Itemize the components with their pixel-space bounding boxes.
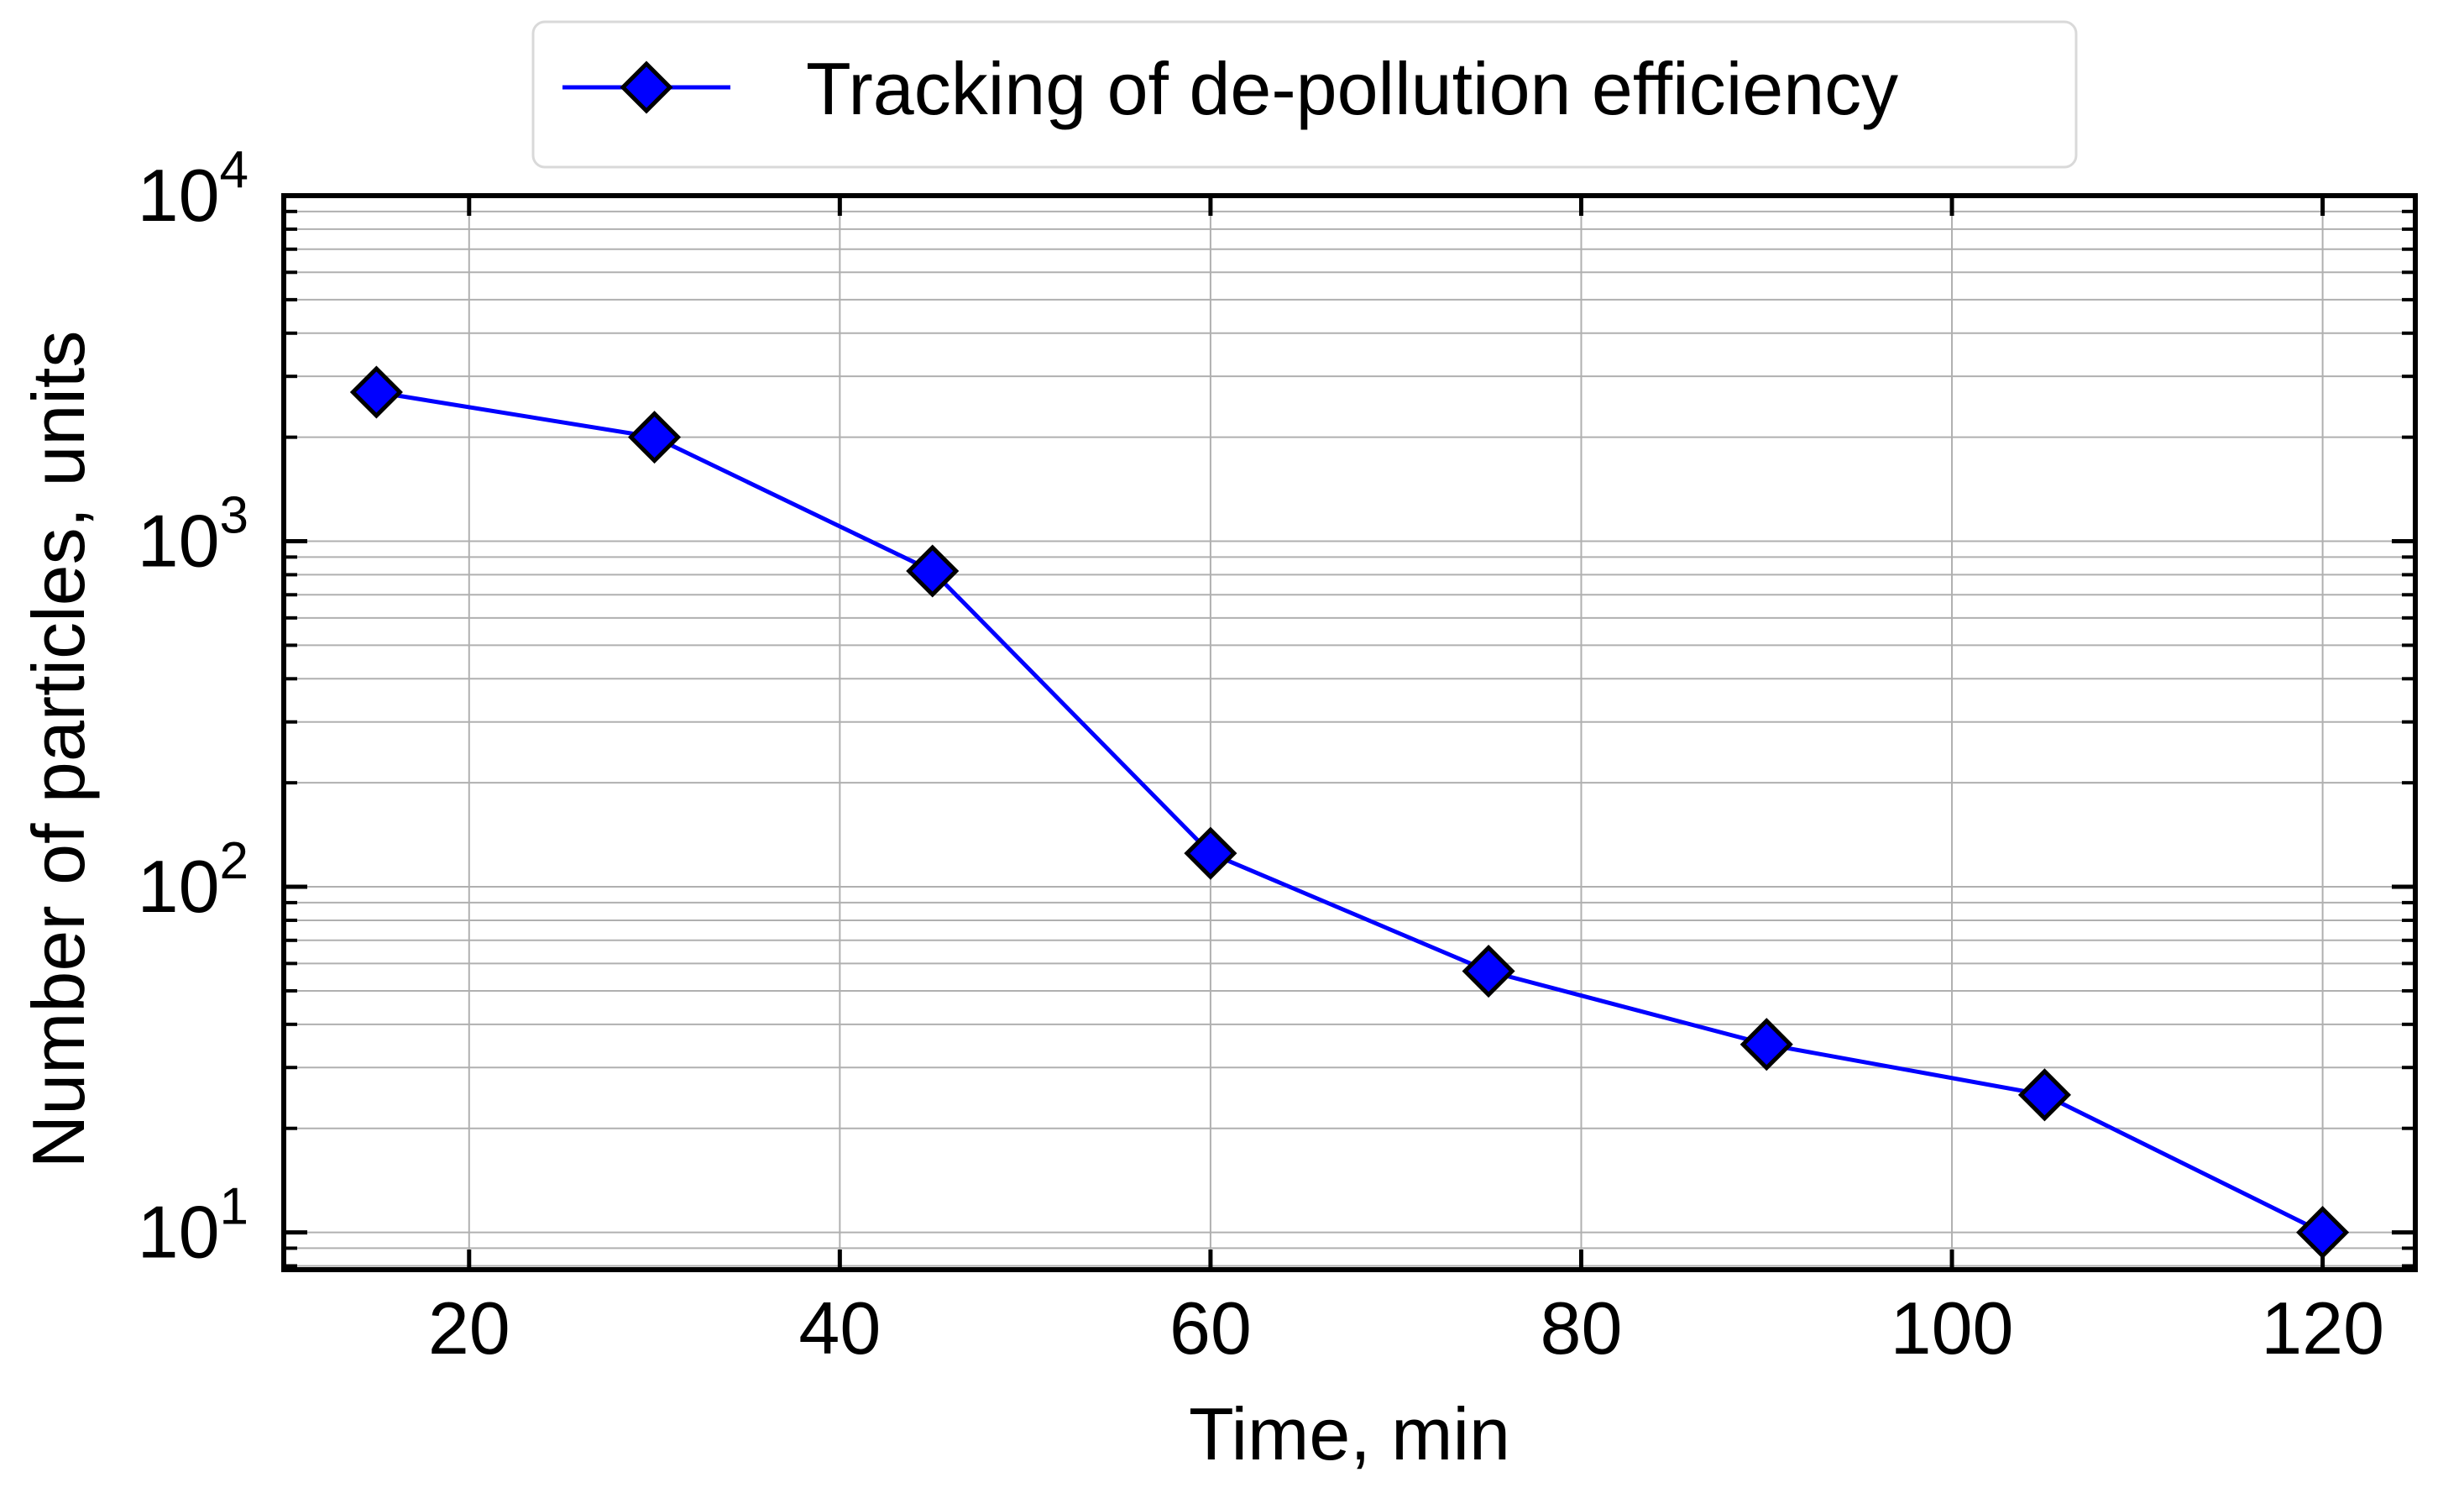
data-point-marker xyxy=(628,411,682,464)
data-point-marker xyxy=(349,365,403,419)
x-axis-title: Time, min xyxy=(1189,1392,1510,1475)
y-tick-label-exponent: 1 xyxy=(220,1178,248,1236)
x-tick-label: 40 xyxy=(798,1286,881,1370)
legend-diamond-marker xyxy=(620,60,673,114)
y-tick-label-exponent: 3 xyxy=(220,487,248,545)
x-tick-label: 80 xyxy=(1541,1286,1623,1370)
series-line xyxy=(375,390,2324,1234)
y-tick-label-exponent: 2 xyxy=(220,832,248,890)
data-point-marker xyxy=(1462,944,1515,998)
legend: Tracking of de-pollution efficiency xyxy=(531,20,2078,169)
x-tick-label: 60 xyxy=(1169,1286,1252,1370)
x-tick-labels: 20 40 60 80 100 120 xyxy=(428,1286,2384,1370)
y-tick-label: 102 xyxy=(138,832,248,928)
axis-ticks xyxy=(284,193,2415,1270)
data-point-marker xyxy=(1184,826,1237,880)
data-series xyxy=(349,365,2350,1260)
x-tick-label: 120 xyxy=(2261,1286,2384,1370)
data-point-marker xyxy=(906,544,960,598)
legend-label: Tracking of de-pollution efficiency xyxy=(806,47,1898,130)
legend-box xyxy=(531,20,2078,169)
y-tick-label-exponent: 4 xyxy=(220,141,248,199)
y-tick-label-base: 10 xyxy=(138,500,220,583)
y-tick-label-base: 10 xyxy=(138,1191,220,1274)
y-tick-label-base: 10 xyxy=(138,845,220,928)
y-tick-label: 104 xyxy=(138,141,248,237)
grid xyxy=(284,195,2415,1270)
y-tick-label-base: 10 xyxy=(138,154,220,237)
y-axis-title: Number of particles, units xyxy=(17,331,100,1169)
y-tick-label: 103 xyxy=(138,487,248,583)
x-tick-label: 100 xyxy=(1891,1286,2014,1370)
x-tick-label: 20 xyxy=(428,1286,510,1370)
data-point-marker xyxy=(2017,1068,2071,1122)
plot-frame xyxy=(281,193,2418,1272)
data-point-marker xyxy=(1739,1018,1793,1071)
y-tick-label: 101 xyxy=(138,1178,248,1274)
data-point-marker xyxy=(2296,1206,2350,1260)
